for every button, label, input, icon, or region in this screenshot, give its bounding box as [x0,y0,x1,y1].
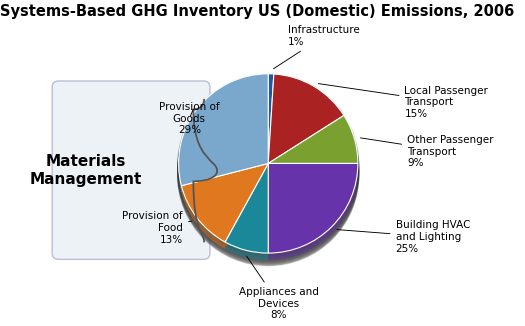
Text: Infrastructure
1%: Infrastructure 1% [274,25,360,69]
Wedge shape [225,163,268,253]
Wedge shape [178,81,268,193]
Ellipse shape [177,82,359,263]
Wedge shape [178,74,268,186]
Wedge shape [268,115,358,163]
Ellipse shape [177,77,359,258]
Wedge shape [268,170,358,260]
Text: Materials
Management: Materials Management [29,155,142,187]
Ellipse shape [177,76,359,257]
Ellipse shape [177,78,359,259]
Text: Provision of
Food
13%: Provision of Food 13% [122,211,192,244]
Ellipse shape [177,82,359,264]
Ellipse shape [177,74,359,255]
Ellipse shape [177,83,359,265]
Ellipse shape [177,81,359,262]
Text: Other Passenger
Transport
9%: Other Passenger Transport 9% [361,135,493,169]
Wedge shape [268,122,358,170]
FancyBboxPatch shape [52,81,210,259]
Text: Provision of
Goods
29%: Provision of Goods 29% [159,102,219,135]
Wedge shape [268,74,274,163]
Ellipse shape [177,80,359,261]
Ellipse shape [177,75,359,256]
Wedge shape [268,74,344,163]
Title: Systems-Based GHG Inventory US (Domestic) Emissions, 2006: Systems-Based GHG Inventory US (Domestic… [1,4,514,19]
Wedge shape [268,81,344,170]
Wedge shape [268,163,358,253]
Ellipse shape [177,84,359,266]
Text: Local Passenger
Transport
15%: Local Passenger Transport 15% [319,83,488,119]
Text: Building HVAC
and Lighting
25%: Building HVAC and Lighting 25% [337,220,470,254]
Wedge shape [182,163,268,242]
Wedge shape [182,170,268,249]
Wedge shape [225,170,268,260]
Ellipse shape [177,79,359,260]
Text: Appliances and
Devices
8%: Appliances and Devices 8% [239,256,319,320]
Wedge shape [268,81,274,170]
